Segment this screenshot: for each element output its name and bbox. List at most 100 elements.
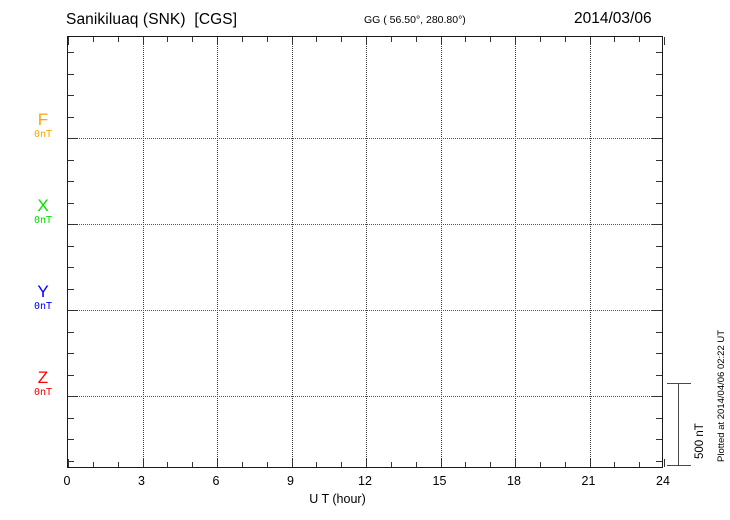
x-axis-tick-label: 9 — [287, 474, 294, 488]
y-axis-tick — [68, 245, 74, 247]
channel-letter-f: F — [37, 110, 49, 129]
y-axis-tick-right — [656, 439, 662, 440]
scale-bar-cap-top — [667, 383, 691, 384]
x-axis-tick-top — [167, 37, 169, 42]
gridline-horizontal-zero-y — [68, 310, 662, 311]
x-axis-tick — [117, 462, 119, 467]
x-axis-tick-top — [92, 37, 94, 42]
x-axis-title: U T (hour) — [0, 492, 730, 506]
x-axis-tick — [415, 462, 417, 467]
x-axis-tick — [167, 462, 169, 467]
x-axis-tick-label: 3 — [138, 474, 145, 488]
x-axis-tick-label: 24 — [656, 474, 670, 488]
y-axis-tick-right — [656, 331, 662, 333]
x-axis-tick — [266, 462, 268, 467]
x-axis-tick — [366, 459, 367, 467]
x-axis-tick — [564, 462, 566, 467]
x-axis-tick — [465, 462, 467, 467]
x-axis-tick — [440, 459, 442, 467]
x-axis-tick — [92, 462, 94, 467]
x-axis-tick-top — [68, 37, 69, 45]
y-axis-tick — [68, 288, 74, 290]
y-axis-tick — [68, 52, 74, 53]
y-axis-tick — [68, 116, 74, 118]
x-axis-tick-top — [539, 37, 541, 42]
x-axis-tick — [539, 462, 541, 467]
y-axis-tick — [68, 202, 74, 204]
y-axis-tick — [68, 417, 74, 419]
scale-bar-label: 500 nT — [694, 423, 706, 459]
x-axis-tick-top — [192, 37, 194, 42]
y-axis-tick-right — [652, 396, 662, 397]
channel-label-y: Y 0nT — [20, 283, 66, 313]
x-axis-tick-top — [241, 37, 243, 42]
x-axis-tick — [341, 462, 343, 467]
y-axis-tick-right — [656, 95, 662, 96]
plot-area — [67, 36, 665, 468]
channel-label-f: F 0nT — [20, 111, 66, 141]
y-axis-tick-right — [656, 374, 662, 376]
x-axis-tick-top — [366, 37, 367, 45]
x-axis-tick-top — [266, 37, 268, 42]
channel-zero-value-x: 0nT — [33, 215, 53, 226]
x-axis-tick — [515, 459, 516, 467]
x-axis-tick — [490, 462, 492, 467]
x-axis-tick-top — [217, 37, 218, 45]
gridline-horizontal-zero-z — [68, 396, 662, 397]
x-axis-tick-top — [589, 37, 591, 45]
y-axis-tick — [68, 331, 74, 333]
gridline-vertical — [515, 37, 516, 467]
x-axis-tick-label: 0 — [63, 474, 71, 488]
gridline-vertical — [291, 37, 293, 467]
x-axis-title-text: U T (hour) — [309, 492, 366, 506]
x-axis-tick-top — [291, 37, 293, 45]
y-axis-tick-right — [656, 245, 662, 247]
y-axis-tick-right — [652, 310, 662, 311]
x-axis-tick — [664, 459, 665, 467]
y-axis-tick-right — [656, 159, 662, 161]
y-axis-tick-right — [656, 202, 662, 204]
y-axis-tick — [68, 73, 74, 75]
x-axis-tick — [316, 462, 318, 467]
channel-zero-value-y: 0nT — [33, 301, 53, 312]
y-axis-tick — [68, 374, 74, 376]
x-axis-tick — [241, 462, 243, 467]
y-axis-tick-right — [656, 353, 662, 354]
y-axis-tick-right — [656, 417, 662, 419]
gridline-horizontal-zero-f — [68, 138, 662, 139]
x-axis-tick — [639, 462, 641, 467]
x-axis-tick-top — [117, 37, 119, 42]
x-axis-tick-top — [440, 37, 442, 45]
plotted-at-timestamp: Plotted at 2014/04/06 02:22 UT — [716, 329, 727, 462]
x-axis-tick — [614, 462, 616, 467]
gridline-vertical — [366, 37, 367, 467]
x-axis-tick-label: 18 — [507, 474, 521, 488]
x-axis-tick-top — [316, 37, 318, 42]
page-title: Sanikiluaq (SNK) [CGS] — [66, 11, 238, 28]
x-axis-tick-label: 6 — [212, 474, 220, 488]
x-axis-tick — [142, 459, 144, 467]
gridline-vertical — [142, 37, 144, 467]
x-axis-tick-top — [664, 37, 665, 45]
x-axis-tick-top — [614, 37, 616, 42]
gridline-vertical — [217, 37, 218, 467]
gridline-horizontal-zero-x — [68, 224, 662, 225]
x-axis-tick — [589, 459, 591, 467]
x-axis-tick-top — [639, 37, 641, 42]
x-axis-tick — [217, 459, 218, 467]
y-axis-tick-right — [652, 224, 662, 225]
channel-label-x: X 0nT — [20, 197, 66, 227]
channel-zero-value-z: 0nT — [33, 387, 53, 398]
x-axis-tick-label: 15 — [432, 474, 447, 488]
gridline-vertical — [440, 37, 442, 467]
gridline-vertical — [589, 37, 591, 467]
x-axis-tick-top — [465, 37, 467, 42]
channel-letter-x: X — [37, 196, 49, 215]
x-axis-tick-top — [515, 37, 516, 45]
x-axis-tick — [390, 462, 392, 467]
x-axis-tick-top — [390, 37, 392, 42]
y-axis-tick — [68, 224, 78, 225]
x-axis-tick-label: 21 — [581, 474, 596, 488]
x-axis-tick — [68, 459, 69, 467]
